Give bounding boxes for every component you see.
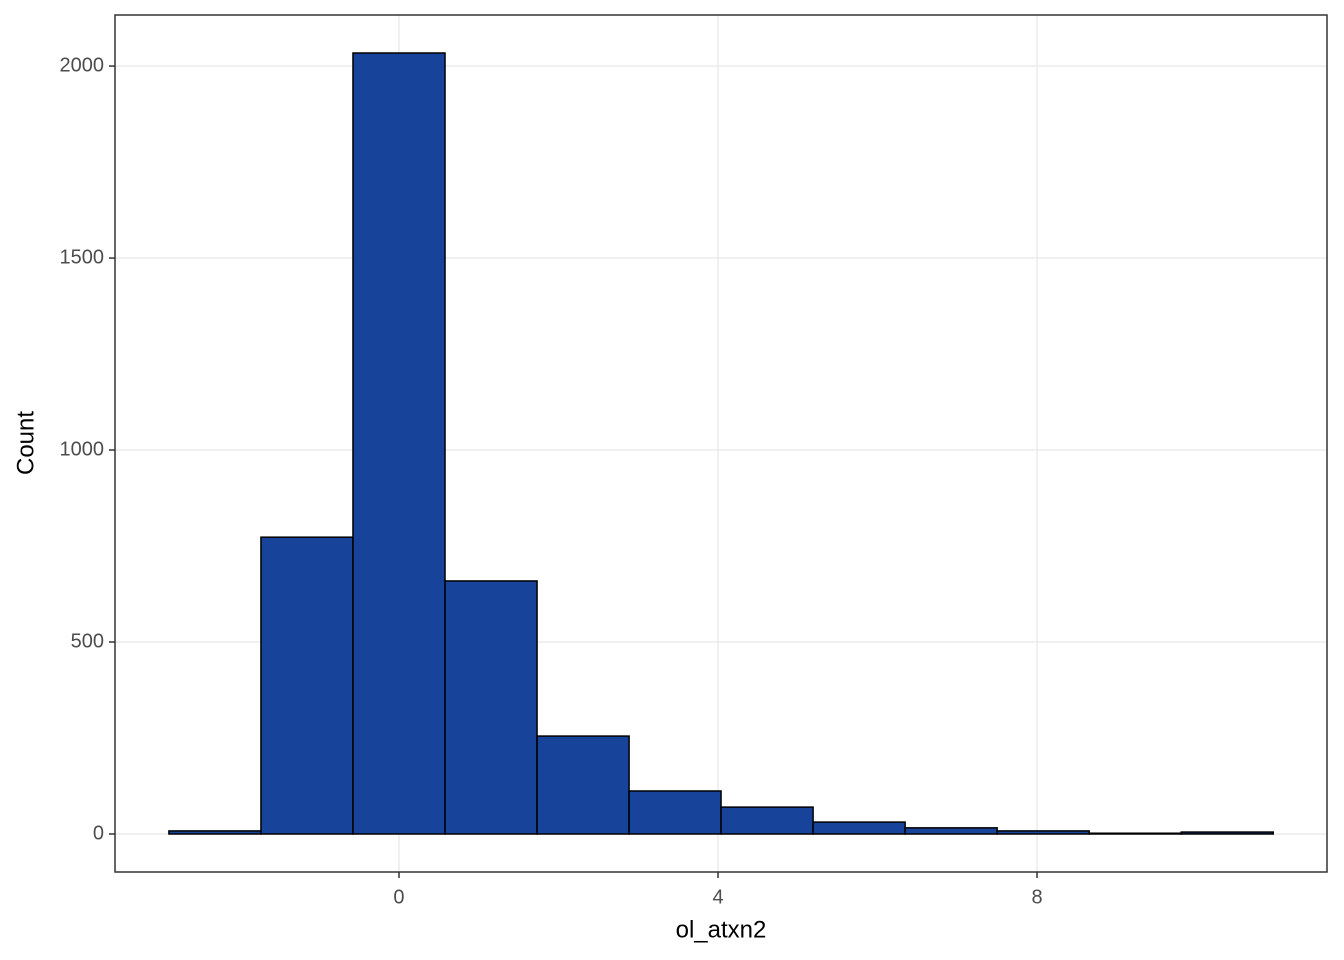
bar bbox=[444, 580, 538, 835]
x-tick-label: 8 bbox=[1031, 886, 1042, 908]
x-tick-label: 0 bbox=[393, 886, 404, 908]
panel-border bbox=[114, 14, 1328, 873]
bar bbox=[536, 735, 630, 835]
x-tick-label: 4 bbox=[712, 886, 723, 908]
bar bbox=[1180, 831, 1274, 835]
x-axis-title: ol_atxn2 bbox=[676, 916, 767, 943]
y-tick-label: 1000 bbox=[60, 438, 105, 460]
y-tick-label: 2000 bbox=[60, 54, 105, 76]
bar bbox=[1088, 832, 1182, 835]
bar bbox=[812, 821, 906, 835]
y-tick-label: 0 bbox=[93, 822, 104, 844]
bar bbox=[352, 52, 446, 835]
bar bbox=[904, 827, 998, 835]
bar bbox=[996, 830, 1090, 835]
bar bbox=[720, 806, 814, 835]
y-tick-label: 1500 bbox=[60, 246, 105, 268]
bar bbox=[628, 790, 722, 835]
y-tick-label: 500 bbox=[71, 630, 104, 652]
bar bbox=[260, 536, 354, 835]
bar bbox=[168, 830, 262, 835]
y-axis-title: Count bbox=[12, 411, 39, 475]
